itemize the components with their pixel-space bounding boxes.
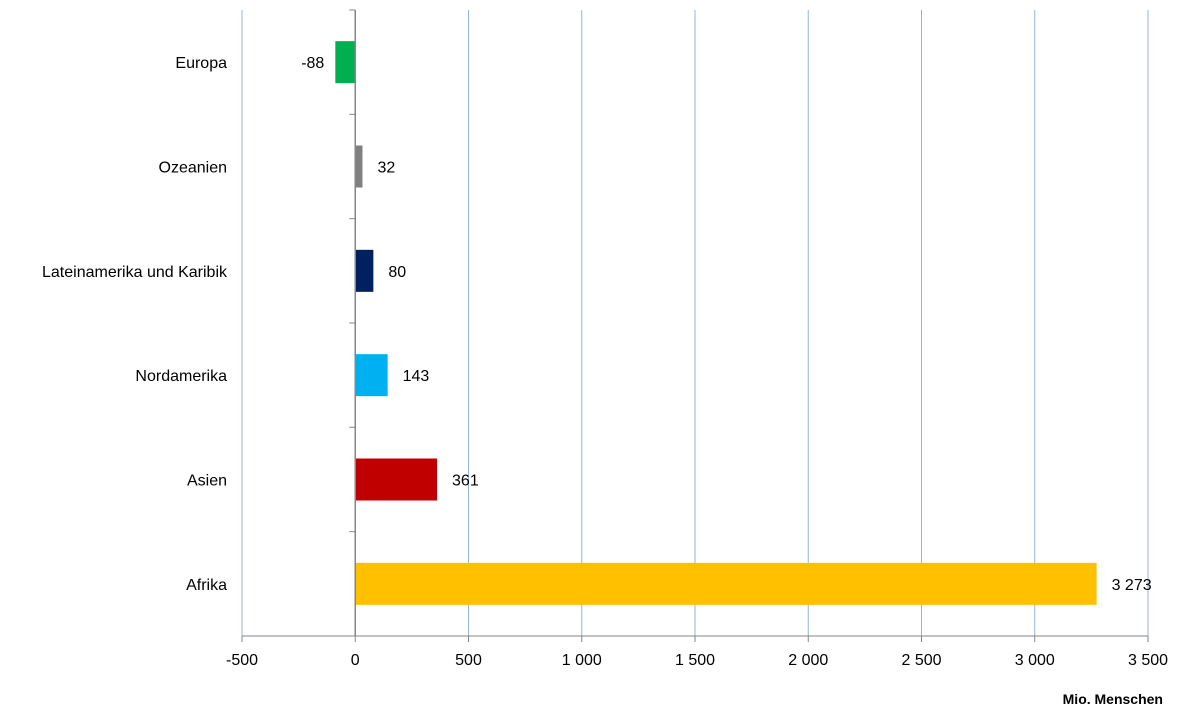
x-tick-label-3: 1 000 bbox=[562, 652, 602, 669]
x-tick-label-5: 2 000 bbox=[788, 652, 828, 669]
data-label-0: -88 bbox=[301, 55, 324, 72]
bar-3 bbox=[355, 354, 388, 397]
data-label-2: 80 bbox=[388, 264, 406, 281]
axes bbox=[241, 9, 1149, 642]
category-label-4: Asien bbox=[187, 473, 227, 490]
category-label-5: Afrika bbox=[186, 577, 227, 594]
labels: -500 0 500 1 000 1 500 2 000 2 500 3 000 3 500 Eu… bbox=[42, 55, 1168, 669]
data-label-5: 3 273 bbox=[1112, 577, 1152, 594]
gridlines bbox=[241, 10, 1149, 636]
category-label-0: Europa bbox=[175, 55, 227, 72]
category-label-3: Nordamerika bbox=[135, 368, 227, 385]
data-label-1: 32 bbox=[377, 160, 395, 177]
bar-0 bbox=[335, 41, 356, 84]
bar-4 bbox=[355, 458, 438, 501]
x-axis-title: Mio. Menschen bbox=[1063, 691, 1163, 706]
x-tick-label-1: 0 bbox=[351, 652, 360, 669]
x-tick-label-0: -500 bbox=[226, 652, 258, 669]
bars bbox=[335, 41, 1097, 605]
x-tick-label-4: 1 500 bbox=[675, 652, 715, 669]
x-tick-label-6: 2 500 bbox=[901, 652, 941, 669]
bar-2 bbox=[355, 249, 374, 292]
category-label-1: Ozeanien bbox=[159, 160, 228, 177]
x-tick-label-8: 3 500 bbox=[1128, 652, 1168, 669]
bar-5 bbox=[355, 562, 1097, 605]
bar-1 bbox=[355, 145, 363, 188]
data-label-3: 143 bbox=[403, 368, 430, 385]
x-tick-label-7: 3 000 bbox=[1015, 652, 1055, 669]
category-label-2: Lateinamerika und Karibik bbox=[42, 264, 228, 281]
x-tick-label-2: 500 bbox=[455, 652, 482, 669]
data-label-4: 361 bbox=[452, 473, 479, 490]
